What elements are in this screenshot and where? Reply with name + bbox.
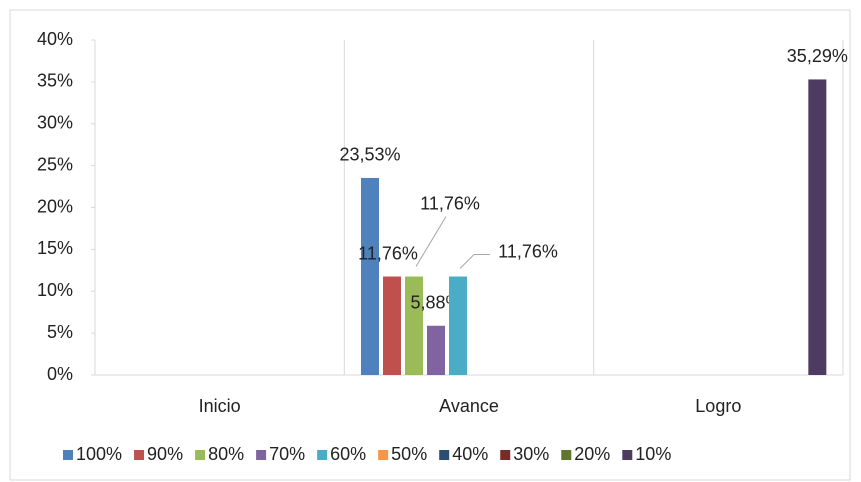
y-tick-label: 0% xyxy=(47,364,73,384)
bar xyxy=(808,79,827,375)
legend-swatch xyxy=(256,450,267,460)
y-tick-label: 30% xyxy=(37,113,73,133)
data-label: 35,29% xyxy=(787,46,848,66)
legend-swatch xyxy=(378,450,389,460)
legend-label: 60% xyxy=(330,444,366,464)
legend-label: 90% xyxy=(147,444,183,464)
bar xyxy=(449,276,467,375)
data-label: 11,76% xyxy=(420,193,480,213)
legend-label: 80% xyxy=(208,444,244,464)
legend-swatch xyxy=(561,450,572,460)
y-tick-label: 15% xyxy=(37,238,73,258)
legend-swatch xyxy=(134,450,145,460)
data-label: 23,53% xyxy=(339,145,400,165)
legend-swatch xyxy=(317,450,328,460)
leader-line xyxy=(415,216,447,267)
data-label: 5,88% xyxy=(410,293,461,313)
legend-swatch xyxy=(500,450,511,460)
legend-label: 30% xyxy=(513,444,549,464)
y-tick-label: 25% xyxy=(37,154,73,174)
legend-label: 40% xyxy=(452,444,488,464)
x-tick-label: Avance xyxy=(439,396,499,416)
legend-label: 50% xyxy=(391,444,427,464)
bar xyxy=(427,325,445,375)
legend-swatch xyxy=(439,450,450,460)
x-tick-label: Logro xyxy=(695,396,741,416)
data-label: 11,76% xyxy=(498,241,558,261)
legend-swatch xyxy=(195,450,206,460)
legend-label: 20% xyxy=(574,444,610,464)
x-tick-label: Inicio xyxy=(199,396,241,416)
y-tick-label: 10% xyxy=(37,280,73,300)
y-tick-label: 40% xyxy=(37,29,73,49)
y-tick-label: 5% xyxy=(47,322,73,342)
legend-label: 100% xyxy=(76,444,122,464)
y-tick-label: 20% xyxy=(37,196,73,216)
chart-border xyxy=(9,9,851,481)
y-tick-label: 35% xyxy=(37,71,73,91)
leader-line xyxy=(459,254,475,269)
bar xyxy=(361,177,379,375)
legend-label: 70% xyxy=(269,444,305,464)
bar xyxy=(405,276,423,375)
legend-swatch xyxy=(63,450,73,460)
legend-label: 10% xyxy=(635,444,671,464)
data-label: 11,76% xyxy=(358,243,418,263)
legend-swatch xyxy=(622,450,633,460)
bar xyxy=(383,276,401,375)
